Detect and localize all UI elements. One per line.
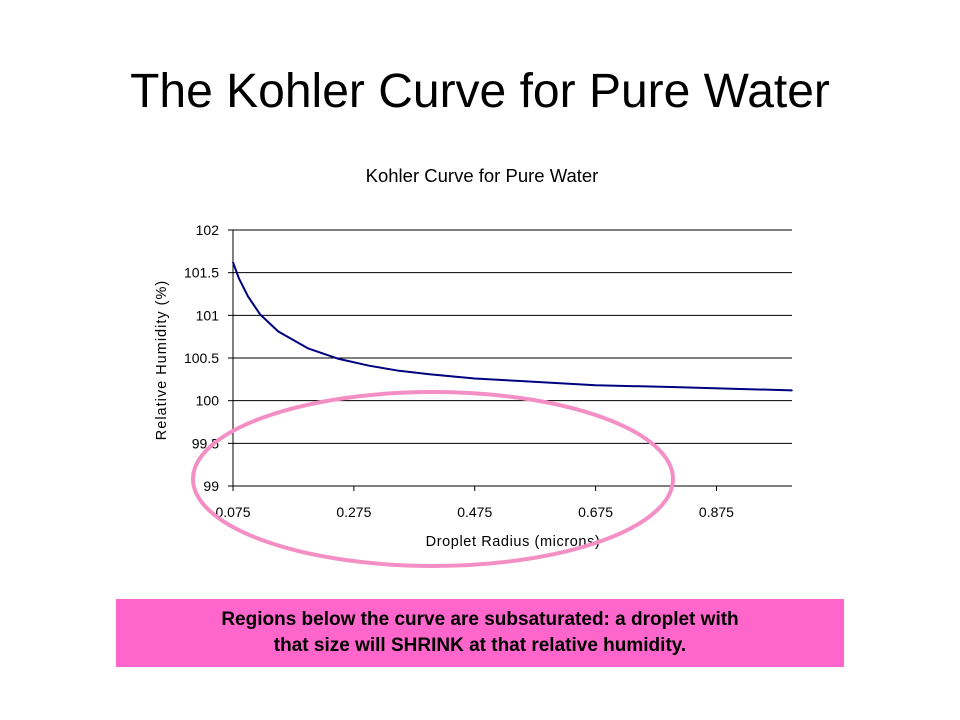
chart-title: Kohler Curve for Pure Water [366, 165, 599, 186]
x-tick-label: 0.075 [215, 504, 250, 520]
data-point [232, 261, 234, 264]
data-point [519, 380, 521, 382]
series-line [232, 262, 793, 392]
y-tick-label: 102 [196, 222, 220, 238]
annotation-line-2: that size will SHRINK at that relative h… [273, 635, 687, 656]
x-axis-label: Droplet Radius (microns) [426, 534, 601, 550]
y-tick-label: 100 [196, 393, 220, 409]
data-point [277, 330, 280, 333]
series-layer [232, 261, 793, 392]
data-point [259, 313, 262, 316]
x-tick-label: 0.475 [457, 504, 492, 520]
annotation-line-1: Regions below the curve are subsaturated… [221, 609, 739, 630]
data-point [594, 384, 597, 387]
y-tick-label: 101 [196, 307, 220, 323]
data-point [247, 295, 249, 298]
y-tick-label: 100.5 [184, 350, 219, 366]
y-tick-label: 101.5 [184, 265, 219, 281]
subsaturated-region-ellipse [191, 390, 675, 568]
annotation-box: Regions below the curve are subsaturated… [116, 599, 844, 667]
axes [228, 229, 792, 491]
y-tick-label: 99 [203, 478, 219, 494]
data-point [730, 387, 733, 390]
y-axis-label: Relative Humidity (%) [154, 280, 170, 440]
data-point [791, 389, 793, 392]
data-point [307, 347, 310, 350]
x-tick-label: 0.875 [699, 504, 734, 520]
gridlines [233, 229, 792, 444]
slide-title: The Kohler Curve for Pure Water [130, 65, 830, 118]
data-point [398, 370, 401, 372]
x-tick-label: 0.275 [336, 504, 371, 520]
data-point [338, 358, 340, 360]
data-point [238, 277, 240, 280]
x-tick-labels: 0.075 0.275 0.475 0.675 0.875 [215, 504, 734, 520]
x-tick-label: 0.675 [578, 504, 613, 520]
data-point [670, 386, 672, 388]
data-point [368, 364, 370, 367]
data-point [473, 377, 476, 380]
data-point [428, 373, 431, 376]
